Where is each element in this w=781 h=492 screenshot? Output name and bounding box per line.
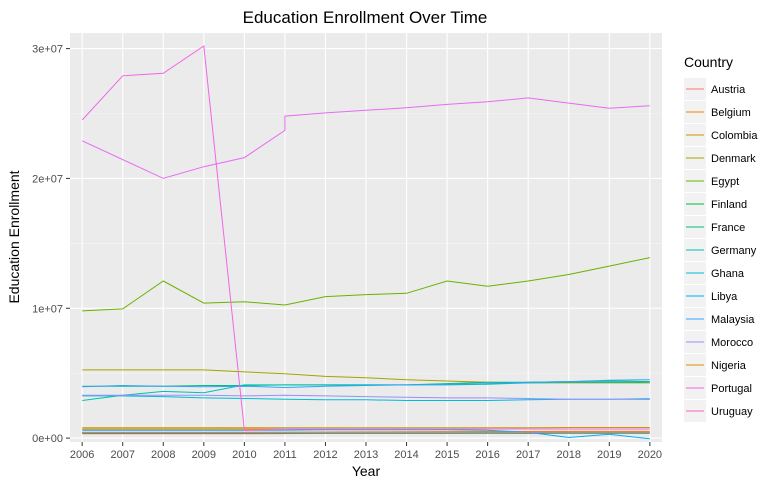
legend-title: Country [684, 54, 733, 70]
legend-label-libya: Libya [711, 291, 738, 303]
legend-label-belgium: Belgium [711, 107, 751, 119]
chart-title: Education Enrollment Over Time [243, 8, 488, 27]
legend-label-morocco: Morocco [711, 337, 753, 349]
x-tick-label: 2015 [435, 449, 459, 461]
legend-label-portugal: Portugal [711, 383, 752, 395]
legend-label-uruguay: Uruguay [711, 406, 753, 418]
x-tick-label: 2017 [516, 449, 540, 461]
y-tick-label: 3e+07 [32, 44, 63, 56]
x-tick-label: 2011 [273, 449, 297, 461]
legend-label-colombia: Colombia [711, 130, 758, 142]
y-tick-label: 2e+07 [32, 173, 63, 185]
x-tick-label: 2008 [151, 449, 175, 461]
x-tick-label: 2019 [597, 449, 621, 461]
legend-label-denmark: Denmark [711, 153, 756, 165]
legend-label-egypt: Egypt [711, 176, 739, 188]
x-tick-label: 2009 [192, 449, 216, 461]
x-tick-label: 2020 [638, 449, 662, 461]
x-axis-title: Year [352, 463, 381, 479]
legend-items: Austria Belgium Colombia Denmark Egypt Finlan… [684, 78, 758, 422]
legend-label-austria: Austria [711, 84, 746, 96]
legend-label-germany: Germany [711, 245, 757, 257]
legend-label-nigeria: Nigeria [711, 360, 747, 372]
x-tick-label: 2007 [110, 449, 134, 461]
legend-label-france: France [711, 222, 745, 234]
legend: Country Austria Belgium Colombia Denmark Egy… [684, 54, 758, 422]
x-tick-label: 2010 [232, 449, 256, 461]
y-tick-label: 1e+07 [32, 303, 63, 315]
x-axis-ticks: 2006 2007 2008 2009 2010 2011 2012 2013 2014 2015… [70, 442, 662, 461]
x-tick-label: 2016 [475, 449, 499, 461]
y-axis-ticks: 0e+00 1e+07 2e+07 3e+07 [32, 44, 70, 446]
x-tick-label: 2018 [556, 449, 580, 461]
y-tick-label: 0e+00 [32, 433, 63, 445]
x-tick-label: 2013 [354, 449, 378, 461]
x-tick-label: 2012 [313, 449, 337, 461]
y-axis-title: Education Enrollment [6, 170, 22, 303]
legend-label-ghana: Ghana [711, 268, 745, 280]
legend-label-malaysia: Malaysia [711, 314, 755, 326]
x-tick-label: 2014 [394, 449, 418, 461]
x-tick-label: 2006 [70, 449, 94, 461]
legend-label-finland: Finland [711, 199, 747, 211]
